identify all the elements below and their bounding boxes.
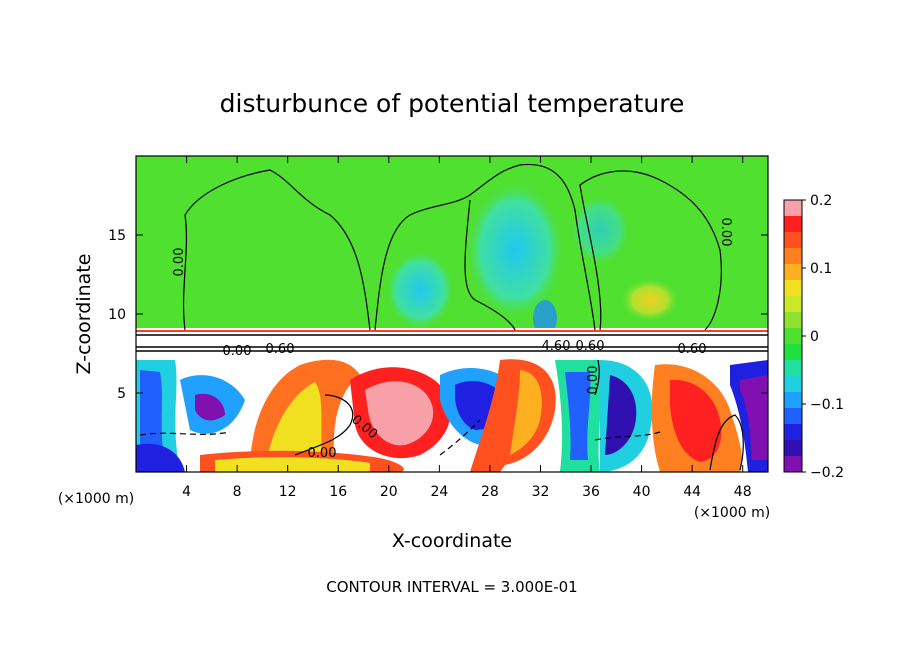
cold-anomaly: [605, 375, 637, 455]
x-tick-label: 28: [481, 484, 499, 500]
contour-line: [579, 170, 722, 331]
colorbar-swatch: [784, 312, 802, 329]
colorbar-swatch: [784, 408, 802, 425]
colorbar-swatch: [784, 440, 802, 457]
cold-anomaly: [533, 300, 557, 336]
plot-area: [136, 156, 768, 472]
colorbar-swatch: [784, 376, 802, 393]
y-tick-label: 5: [117, 386, 126, 402]
cold-anomaly: [565, 372, 591, 460]
contour-label: 0.00: [718, 218, 733, 247]
contour-label: 0.00: [172, 248, 187, 277]
x-tick-label: 24: [430, 484, 448, 500]
colorbar-swatch: [784, 456, 802, 473]
contour-line: [182, 169, 371, 331]
x-tick-label: 16: [329, 484, 347, 500]
colorbar-swatch: [784, 360, 802, 377]
colorbar-tick-label: −0.1: [810, 397, 844, 413]
colorbar-tick-label: 0.1: [810, 261, 832, 277]
contour-line: [439, 419, 481, 456]
colorbar-swatch: [784, 392, 802, 409]
colorbar-swatch: [784, 328, 802, 345]
colorbar-swatch: [784, 296, 802, 313]
x-tick-label: 44: [683, 484, 701, 500]
contour-line: [594, 431, 661, 441]
y-tick-label: 15: [108, 228, 126, 244]
warm-anomaly: [620, 278, 680, 322]
contour-label: 0.60: [266, 342, 295, 357]
contour-line: [294, 394, 354, 456]
contour-label: 0.00: [586, 366, 601, 395]
colorbar-swatch: [784, 200, 802, 217]
warm-anomaly: [215, 457, 370, 472]
contour-label: 0.00: [223, 344, 252, 359]
warm-anomaly: [510, 370, 542, 455]
x-axis: 4 8 12 16 20 24 28 32 36 40 44 48: [182, 156, 752, 500]
x-tick-label: 12: [279, 484, 297, 500]
colorbar-tick-label: 0.2: [810, 193, 832, 209]
cold-anomaly: [140, 370, 165, 460]
contour-line: [709, 414, 744, 471]
contour-line: [139, 431, 231, 436]
x-tick-label: 32: [532, 484, 550, 500]
y-axis-label: Z-coordinate: [73, 254, 95, 375]
colorbar-swatch: [784, 344, 802, 361]
x-unit-label: (×1000 m): [694, 505, 770, 521]
cold-anomaly: [195, 393, 225, 421]
contour-label: 0.00: [308, 446, 337, 461]
cold-anomaly: [465, 180, 565, 320]
chart-title: disturbunce of potential temperature: [220, 89, 685, 118]
colorbar-swatch: [784, 424, 802, 441]
y-tick-label: 10: [108, 307, 126, 323]
x-tick-label: 40: [633, 484, 651, 500]
contour-label: 0.60: [576, 339, 605, 354]
colorbar-tick-label: 0: [810, 329, 819, 345]
x-tick-label: 36: [582, 484, 600, 500]
contour-label: 0.60: [678, 342, 707, 357]
cold-anomaly: [136, 443, 185, 472]
cold-anomaly: [740, 375, 768, 460]
contour-line: [464, 199, 516, 331]
contour-label: 4.60: [542, 339, 571, 354]
cold-anomaly: [570, 195, 630, 265]
colorbar-tick-label: −0.2: [810, 465, 844, 481]
cold-anomaly: [385, 250, 455, 330]
x-axis-label: X-coordinate: [392, 530, 512, 552]
y-unit-label: (×1000 m): [58, 491, 134, 507]
contour-interval-note: CONTOUR INTERVAL = 3.000E-01: [326, 578, 577, 596]
contour-line: [594, 359, 600, 396]
colorbar: 0.2 0.1 0 −0.1 −0.2: [783, 193, 844, 481]
x-tick-label: 8: [233, 484, 242, 500]
y-axis: 5 10 15: [108, 228, 768, 402]
colorbar-swatch: [784, 264, 802, 281]
warm-anomaly: [365, 381, 434, 446]
x-tick-label: 20: [380, 484, 398, 500]
colorbar-swatch: [784, 216, 802, 233]
x-tick-label: 48: [734, 484, 752, 500]
warm-anomaly: [670, 379, 722, 462]
colorbar-swatch: [784, 232, 802, 249]
colorbar-swatch: [784, 248, 802, 265]
contour-labels: 0.00 0.00 0.00 0.60 0.60 0.60 4.60 0.00 …: [172, 218, 733, 461]
contour-line: [374, 163, 596, 331]
x-tick-label: 4: [182, 484, 191, 500]
colorbar-swatch: [784, 280, 802, 297]
